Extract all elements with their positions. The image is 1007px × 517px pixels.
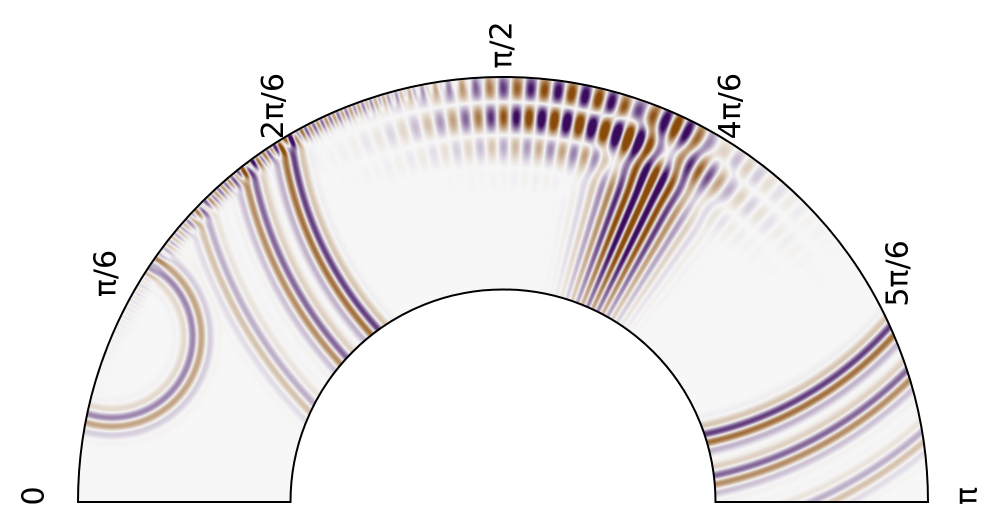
theta-tick-label: 5π/6	[880, 240, 915, 306]
annulus-outline	[76, 75, 930, 503]
theta-tick-label: π/6	[89, 250, 124, 297]
theta-tick-label: π	[950, 487, 985, 505]
theta-tick-label: π/2	[485, 21, 520, 68]
theta-tick-labels: 0 π/6 2π/6 π/2 4π/6 5π/6 π	[17, 21, 985, 505]
theta-tick-label: 0	[17, 486, 52, 505]
theta-tick-label: 4π/6	[713, 73, 748, 139]
theta-tick-label: 2π/6	[256, 73, 291, 139]
